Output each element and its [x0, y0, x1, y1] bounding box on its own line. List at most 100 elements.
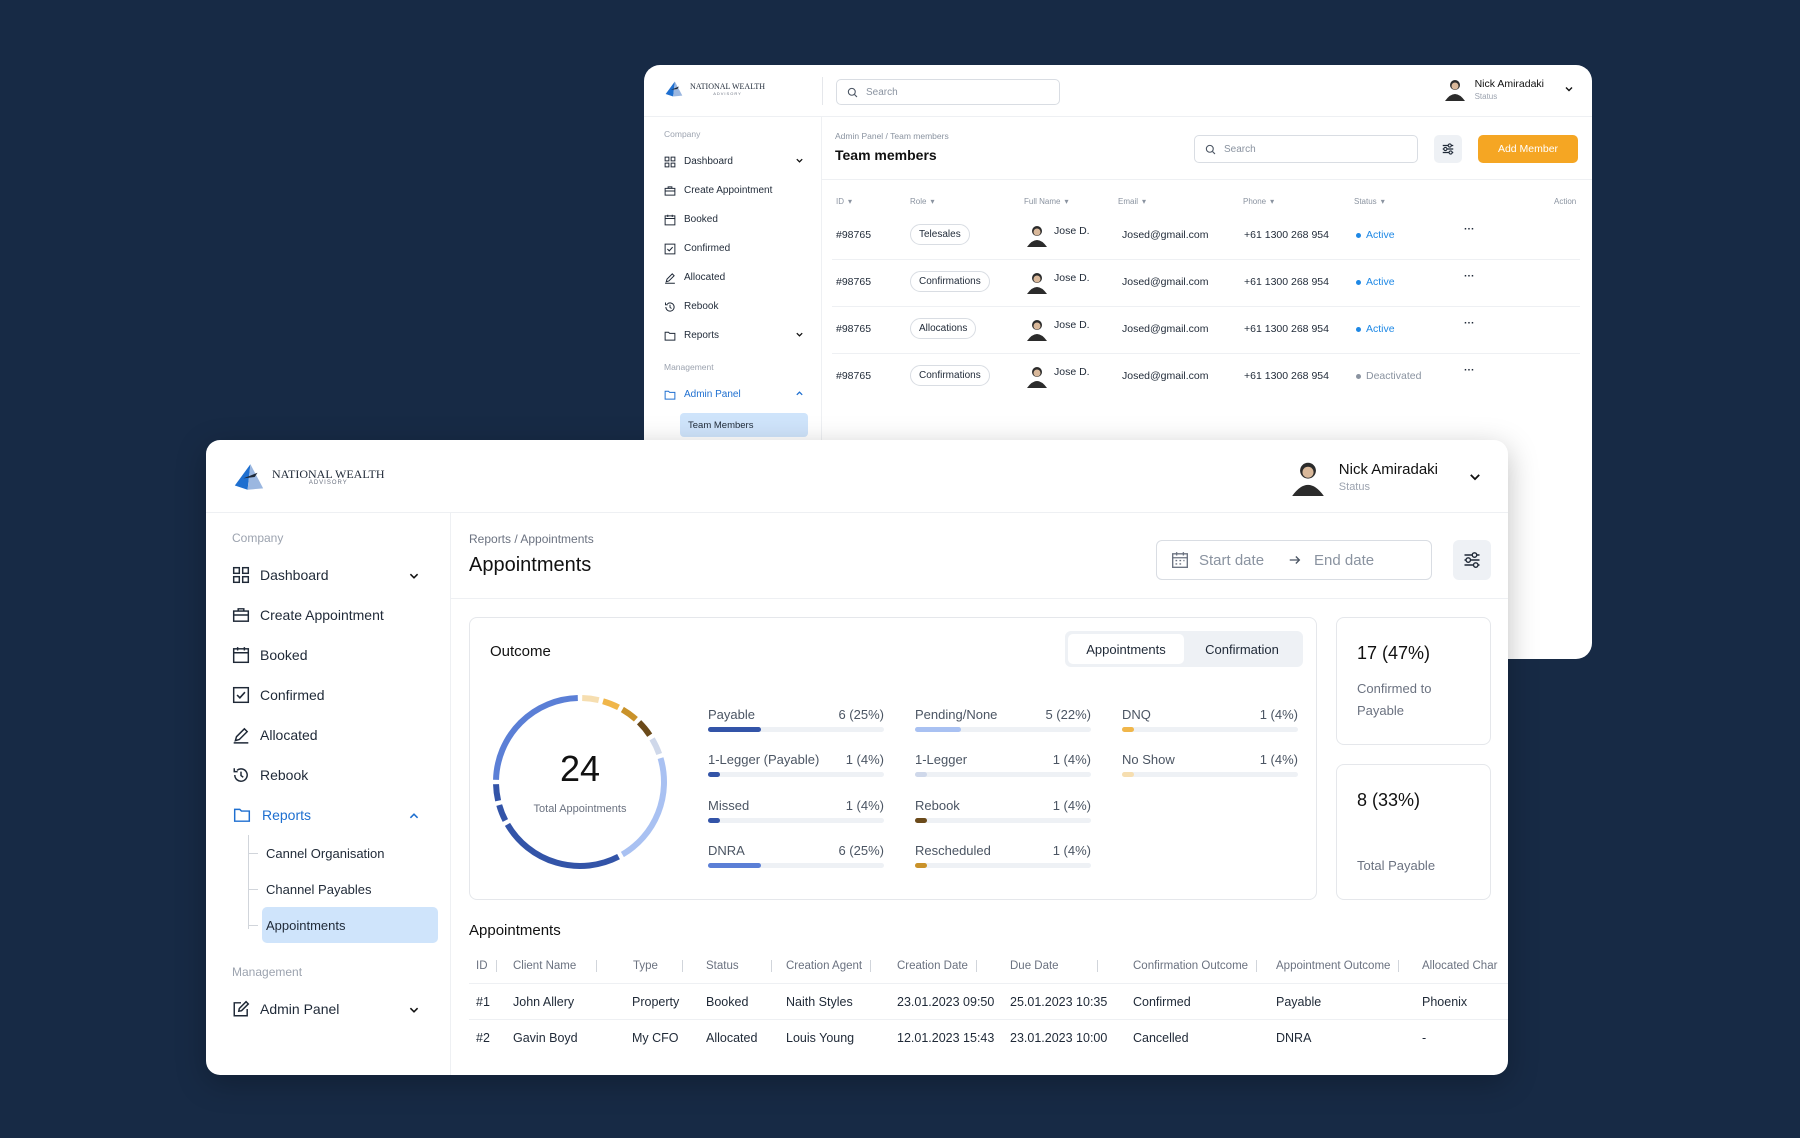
sidebar-item-admin-panel[interactable]: Admin Panel	[232, 989, 420, 1029]
company-logo[interactable]: NATIONAL WEALTH ADVISORY	[664, 79, 765, 99]
folder-icon	[664, 331, 676, 341]
column-header-appointment-outcome[interactable]: Appointment Outcome	[1276, 950, 1400, 982]
sidebar-subitem-channel-payables[interactable]: Channel Payables	[248, 871, 438, 907]
metric-label: Pending/None	[915, 707, 998, 722]
section-label-company: Company	[232, 531, 284, 545]
filter-button[interactable]	[1434, 135, 1462, 163]
user-menu[interactable]: Nick Amiradaki Status	[1443, 77, 1574, 101]
edit-icon	[233, 1000, 250, 1017]
status-badge: Active	[1356, 323, 1395, 335]
column-header-label: Status	[706, 960, 739, 972]
table-row[interactable]: #1 John Allery Property Booked Naith Sty…	[469, 983, 1508, 1019]
cell-creation-date: 12.01.2023 15:43	[897, 1031, 995, 1045]
sidebar-item-booked[interactable]: Booked	[232, 635, 420, 675]
table-row[interactable]: #98765 Telesales Jose D. Josed@gmail.com…	[832, 213, 1580, 260]
tab-appointments[interactable]: Appointments	[1068, 634, 1184, 664]
sidebar-item-dashboard[interactable]: Dashboard	[664, 147, 804, 176]
global-search-input[interactable]: Search	[836, 79, 1060, 105]
cell-phone: +61 1300 268 954	[1244, 323, 1329, 335]
column-header-email[interactable]: Email ▾	[1118, 197, 1146, 206]
top-bar: NATIONAL WEALTH ADVISORY Nick Amiradaki St…	[206, 440, 1508, 513]
donut-segment-payable	[504, 822, 620, 869]
sidebar-item-allocated[interactable]: Allocated	[232, 715, 420, 755]
more-options-icon[interactable]: ···	[1464, 270, 1475, 282]
metric-bar-fill	[915, 818, 928, 823]
column-header-creation-date[interactable]: Creation Date	[897, 950, 977, 982]
cell-phone: +61 1300 268 954	[1244, 229, 1329, 241]
company-logo[interactable]: NATIONAL WEALTH ADVISORY	[232, 460, 385, 494]
metric-label: Missed	[708, 798, 750, 813]
date-range-picker[interactable]: Start date End date	[1156, 540, 1432, 580]
table-row[interactable]: #98765 Confirmations Jose D. Josed@gmail…	[832, 354, 1580, 401]
table-row[interactable]: #98765 Allocations Jose D. Josed@gmail.c…	[832, 307, 1580, 354]
sidebar: Company Dashboard Create Appointment Boo…	[206, 513, 451, 1075]
metric-value: 6 (25%)	[838, 843, 884, 858]
column-header-full-name[interactable]: Full Name ▾	[1024, 197, 1068, 206]
chevron-down-icon	[796, 158, 803, 163]
tab-confirmation[interactable]: Confirmation	[1205, 641, 1279, 657]
end-date-field[interactable]: End date	[1314, 551, 1375, 569]
metric-bar	[708, 863, 884, 868]
sidebar-item-dashboard[interactable]: Dashboard	[232, 555, 420, 595]
sidebar-item-admin-panel[interactable]: Admin Panel	[664, 380, 804, 409]
team-search-input[interactable]: Search	[1194, 135, 1418, 163]
checkbox-icon	[232, 686, 250, 704]
metric-label: Rebook	[915, 798, 960, 813]
sidebar-item-label: Create Appointment	[260, 607, 384, 623]
column-header-due-date[interactable]: Due Date	[1010, 950, 1098, 982]
avatar	[1027, 320, 1047, 341]
top-bar: NATIONAL WEALTH ADVISORY Search Nick Amir…	[644, 65, 1592, 117]
filter-button[interactable]	[1453, 540, 1491, 580]
sidebar-item-allocated[interactable]: Allocated	[664, 263, 804, 292]
sidebar-item-confirmed[interactable]: Confirmed	[232, 675, 420, 715]
sidebar-item-booked[interactable]: Booked	[664, 205, 804, 234]
column-header-client-name[interactable]: Client Name	[513, 950, 598, 982]
column-header-id[interactable]: ID	[476, 950, 497, 982]
sidebar-item-reports[interactable]: Reports	[232, 795, 420, 835]
logo-mark-icon	[234, 464, 264, 490]
table-row[interactable]: #98765 Confirmations Jose D. Josed@gmail…	[832, 260, 1580, 307]
sidebar-subitem-team-members[interactable]: Team Members	[680, 413, 808, 437]
stat-value: 17 (47%)	[1357, 643, 1431, 663]
add-member-button[interactable]: Add Member	[1478, 135, 1578, 163]
donut-segment-rescheduled	[620, 706, 638, 722]
donut-segment-1-legger-payable-	[496, 804, 509, 822]
sidebar-subitem-cannel-organisation[interactable]: Cannel Organisation	[248, 835, 438, 871]
metric-value: 1 (4%)	[845, 752, 884, 767]
sidebar-subitem-appointments[interactable]: Appointments	[248, 907, 438, 943]
column-header-allocated-char[interactable]: Allocated Char	[1422, 950, 1497, 982]
more-options-icon[interactable]: ···	[1464, 317, 1475, 329]
stat-card-confirmed-to-payable: 17 (47%) Confirmed to Payable	[1336, 617, 1491, 745]
history-icon	[665, 301, 675, 312]
column-header-phone[interactable]: Phone ▾	[1243, 197, 1274, 206]
column-header-status[interactable]: Status ▾	[1354, 197, 1385, 206]
column-header-confirmation-outcome[interactable]: Confirmation Outcome	[1133, 950, 1258, 982]
sidebar-item-reports[interactable]: Reports	[664, 321, 804, 350]
logo-subtitle: ADVISORY	[308, 480, 348, 486]
column-header-type[interactable]: Type	[633, 950, 683, 982]
status-dot	[1356, 373, 1361, 379]
cell-name: Jose D.	[1054, 272, 1090, 284]
breadcrumb: Reports / Appointments	[469, 532, 594, 546]
column-header-label: ID	[836, 197, 844, 206]
sidebar-item-rebook[interactable]: Rebook	[232, 755, 420, 795]
search-icon	[847, 87, 858, 97]
column-header-creation-agent[interactable]: Creation Agent	[786, 950, 872, 982]
more-options-icon[interactable]: ···	[1464, 223, 1475, 235]
total-appointments-value: 24	[559, 748, 601, 789]
sidebar-item-label: Confirmed	[260, 687, 325, 703]
table-row[interactable]: #2 Gavin Boyd My CFO Allocated Louis You…	[469, 1019, 1508, 1055]
calendar-icon	[664, 214, 676, 225]
sidebar-item-create-appointment[interactable]: Create Appointment	[664, 176, 804, 205]
start-date-field[interactable]: Start date	[1199, 551, 1265, 569]
column-header-role[interactable]: Role ▾	[910, 197, 934, 206]
column-header-id[interactable]: ID ▾	[836, 197, 852, 206]
column-header-status[interactable]: Status	[706, 950, 772, 982]
status-dot	[1356, 326, 1361, 332]
avatar	[1444, 80, 1465, 101]
user-menu[interactable]: Nick Amiradaki Status	[1289, 458, 1482, 496]
more-options-icon[interactable]: ···	[1464, 364, 1475, 376]
sidebar-item-rebook[interactable]: Rebook	[664, 292, 804, 321]
sidebar-item-create-appointment[interactable]: Create Appointment	[232, 595, 420, 635]
sidebar-item-confirmed[interactable]: Confirmed	[664, 234, 804, 263]
